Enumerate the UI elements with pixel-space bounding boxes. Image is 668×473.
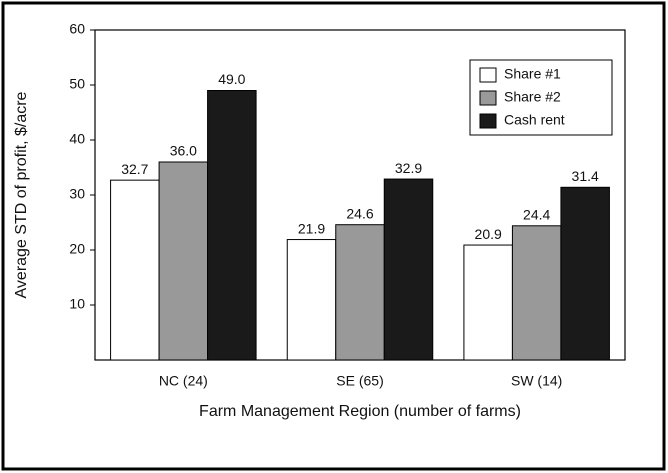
value-label: 20.9 [475,226,502,242]
legend-label: Share #2 [504,89,561,105]
value-label: 24.6 [346,205,373,221]
y-tick-label: 40 [69,131,85,147]
legend-swatch [479,67,497,83]
legend-label: Share #1 [504,66,561,82]
bar [463,244,513,361]
bar [511,225,562,361]
bar [286,239,337,361]
y-tick-label: 60 [69,21,85,37]
bar [110,179,160,361]
value-label: 24.4 [523,207,550,223]
bar [158,161,209,361]
y-tick-label: 20 [69,241,85,257]
y-tick-label: 50 [69,76,85,92]
value-label: 49.0 [218,71,245,87]
value-label: 32.9 [395,160,422,176]
bar [207,90,257,361]
value-label: 32.7 [121,161,148,177]
y-tick-label: 30 [69,186,85,202]
x-tick-label: SE (65) [336,373,383,389]
value-label: 36.0 [170,143,197,159]
legend-swatch [479,90,497,106]
bar [335,224,385,361]
x-tick-label: SW (14) [511,373,562,389]
legend-swatch [479,113,497,129]
legend-label: Cash rent [504,112,565,128]
bar [383,178,434,361]
y-axis-title: Average STD of profit, $/acre [13,91,30,298]
y-tick-label: 10 [69,296,85,312]
x-axis-title: Farm Management Region (number of farms) [199,403,521,420]
x-tick-label: NC (24) [159,373,208,389]
value-label: 21.9 [298,220,325,236]
value-label: 31.4 [572,168,599,184]
bar [560,186,610,361]
